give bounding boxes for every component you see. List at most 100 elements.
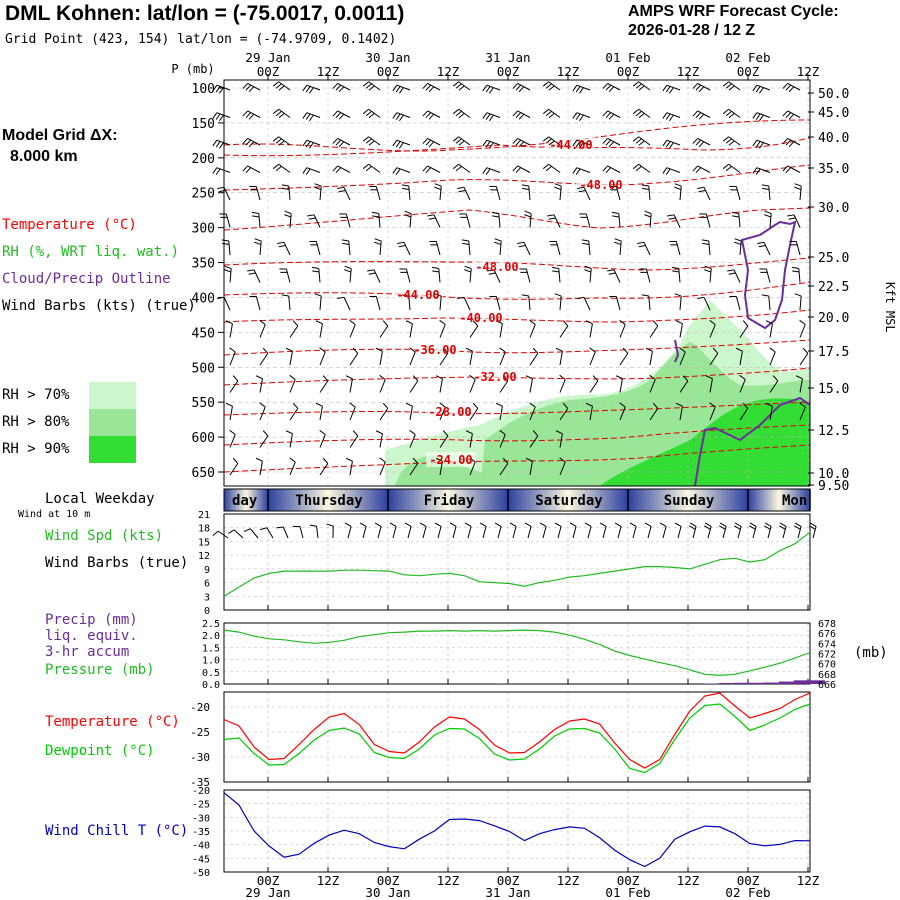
- wind-barb: [602, 165, 621, 174]
- contour-label-bg: [456, 310, 506, 325]
- wind-barb: [392, 84, 411, 94]
- wind-barb: [577, 296, 591, 311]
- wind-barb: [752, 167, 771, 175]
- temperature-contour-label: -40.00: [459, 311, 502, 325]
- wind-barb: [212, 530, 229, 539]
- date-label-bottom: 01 Feb: [605, 885, 650, 900]
- wind-barb: [224, 265, 232, 283]
- wind-barb: [254, 238, 262, 256]
- wind-barb: [479, 522, 487, 539]
- wind-barb: [559, 402, 569, 421]
- contour-label-bg: [425, 404, 475, 419]
- temperature-contour-label: -48.00: [475, 260, 518, 274]
- wind-barb: [435, 375, 443, 393]
- wind-barb: [739, 402, 749, 421]
- wind-barb: [529, 347, 539, 366]
- temperature-contour-label: -44.00: [549, 138, 592, 152]
- wind-barb: [315, 402, 323, 421]
- wind-barb: [374, 522, 382, 539]
- wind-barb: [577, 186, 591, 201]
- wind-barb: [255, 457, 263, 476]
- wind-barb: [229, 375, 239, 393]
- p-axis-title: P (mb): [171, 62, 214, 76]
- legend-liq-equiv: liq. equiv.: [45, 628, 138, 644]
- wind-barb: [499, 375, 509, 393]
- wind-barb: [315, 320, 323, 338]
- wind-barb: [585, 402, 593, 421]
- wind-barb: [632, 108, 651, 119]
- wind-barb: [719, 522, 727, 539]
- wind-barb: [371, 211, 381, 228]
- wind-barb: [228, 529, 244, 539]
- wind-barb: [272, 163, 291, 173]
- kft-tick-label: 45.0: [818, 106, 849, 121]
- wind-barb: [457, 296, 471, 311]
- wind-barb: [229, 347, 236, 366]
- wind-barb: [609, 295, 621, 311]
- wind-barb: [461, 239, 471, 256]
- wind-barb: [722, 136, 741, 146]
- wind-barb: [495, 320, 503, 338]
- wind-barb: [589, 375, 599, 393]
- wind-barb: [341, 239, 351, 256]
- wind-barb: [431, 266, 441, 283]
- wind-chill-tick-label: -40: [192, 841, 210, 852]
- temperature-contour: [223, 444, 811, 473]
- date-label-top: 29 Jan: [245, 50, 290, 65]
- wind-barb: [701, 239, 711, 256]
- wind-barb: [449, 522, 457, 539]
- wind-barb: [722, 163, 741, 173]
- wind-barb: [572, 84, 591, 94]
- weekday-cell: [508, 489, 628, 511]
- wind-barb: [539, 522, 547, 539]
- wind-chill-tick-label: -50: [192, 868, 210, 879]
- wind-chill-tick-label: -20: [192, 786, 210, 797]
- wind-barb: [332, 82, 351, 93]
- wind-barb: [349, 402, 356, 421]
- kft-axis-title: Kft MSL: [883, 282, 897, 333]
- legend-wind-barbs-2: Wind Barbs (true): [45, 555, 189, 571]
- legend-rh80-label: RH > 80%: [2, 414, 70, 430]
- wind-barb: [405, 402, 413, 421]
- wind-barb: [679, 375, 689, 393]
- wind-barb: [482, 167, 501, 175]
- model-grid-value: 8.000 km: [10, 148, 78, 165]
- wind-barb: [309, 240, 321, 256]
- wind-barb: [464, 522, 472, 539]
- wind-chill-tick-label: -45: [192, 854, 210, 865]
- p-tick-label: 250: [192, 187, 215, 202]
- wind-barb: [761, 294, 771, 311]
- hour-label-bottom: 00Z: [617, 873, 640, 888]
- precip-bar: [718, 683, 735, 684]
- p-tick-label: 300: [192, 222, 215, 237]
- legend-3hr-accum: 3-hr accum: [45, 644, 130, 660]
- temperature-contour-label: -48.00: [579, 178, 622, 192]
- wind-barb: [362, 136, 381, 146]
- wind-barb: [459, 213, 471, 228]
- wind-barb: [379, 320, 389, 338]
- wind-barb: [585, 320, 593, 338]
- wind-barb: [512, 110, 531, 120]
- wind-barb: [469, 374, 476, 393]
- wind-barb: [369, 295, 381, 311]
- wind-barb: [409, 347, 416, 366]
- hour-label-bottom: 12Z: [677, 873, 700, 888]
- temperature-contour: [223, 424, 811, 446]
- wind-barb: [247, 269, 261, 283]
- wind-barb: [662, 139, 681, 149]
- wind-barb: [519, 268, 531, 283]
- wind-barb: [795, 375, 803, 393]
- wind-barb: [554, 293, 562, 311]
- wind-barb: [637, 241, 651, 256]
- kft-tick-label: 50.0: [818, 87, 849, 102]
- wind-barb: [525, 457, 533, 476]
- kft-tick-label: 9.50: [818, 479, 849, 494]
- kft-tick-label: 20.0: [818, 311, 849, 326]
- wind-barb: [589, 347, 596, 366]
- wind-barb: [225, 320, 233, 338]
- wind-barb: [332, 110, 351, 120]
- hour-label-top: 00Z: [737, 64, 760, 79]
- wind-speed-tick-label: 0: [204, 606, 210, 617]
- wind-barb: [512, 137, 531, 148]
- weekday-cell: [268, 489, 388, 511]
